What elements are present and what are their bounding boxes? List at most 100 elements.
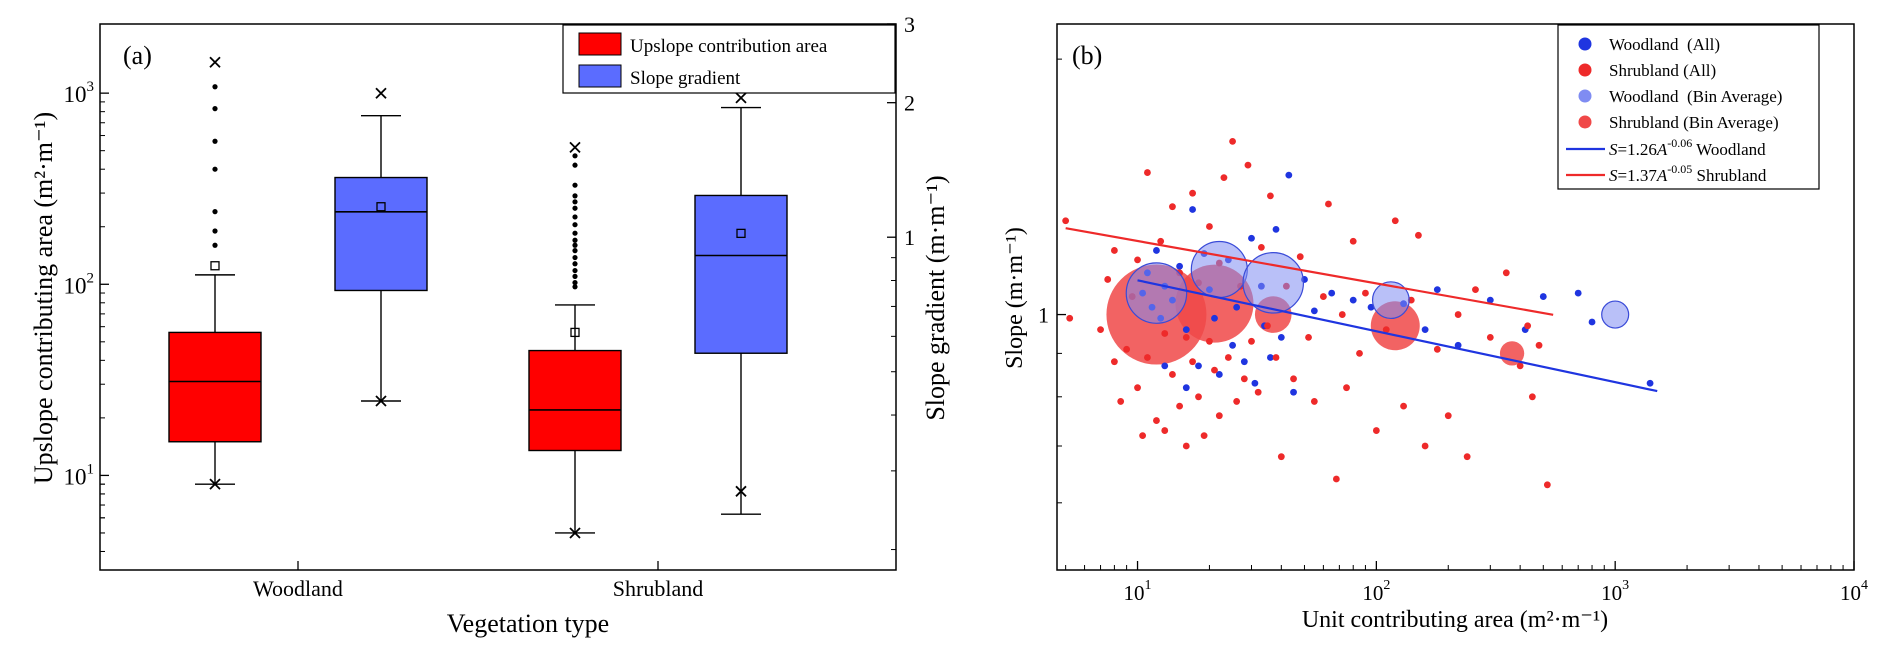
- outlier-point-shrubland-area: [572, 248, 578, 254]
- point-shrubland: [1110, 247, 1118, 254]
- point-shrubland: [1182, 333, 1190, 341]
- x-tick-label-b-3: 104: [1840, 578, 1868, 605]
- point-woodland: [1182, 384, 1190, 392]
- point-shrubland: [1372, 427, 1380, 434]
- fit-line-shrubland: [1065, 227, 1554, 316]
- point-shrubland: [1349, 237, 1357, 245]
- outlier-point-shrubland-area: [572, 284, 578, 290]
- point-woodland: [1349, 296, 1357, 304]
- point-shrubland: [1189, 358, 1196, 366]
- point-shrubland: [1233, 398, 1241, 405]
- point-shrubland: [1224, 354, 1232, 361]
- bin-average-woodland: [1601, 300, 1630, 329]
- point-shrubland: [1144, 354, 1151, 361]
- point-shrubland: [1200, 432, 1208, 440]
- legend-box-b: [1557, 24, 1820, 190]
- max-marker-woodland-area: [209, 56, 221, 68]
- outlier-point-shrubland-area: [572, 205, 578, 211]
- y-axis-label-right-a: Slope gradient (m·m⁻¹): [921, 175, 950, 420]
- y-tick-label-left-0: 101: [64, 461, 95, 489]
- point-woodland: [1189, 206, 1196, 213]
- point-shrubland: [1277, 453, 1285, 461]
- point-shrubland: [1066, 314, 1074, 322]
- point-shrubland: [1182, 442, 1190, 450]
- point-shrubland: [1400, 402, 1407, 410]
- y-tick-label-left-1: 102: [64, 270, 95, 298]
- outlier-point-shrubland-area: [572, 199, 578, 205]
- outlier-point-shrubland-area: [572, 267, 578, 274]
- point-shrubland: [1362, 289, 1369, 297]
- point-woodland: [1182, 326, 1190, 334]
- mean-marker-woodland-area: [210, 261, 220, 271]
- point-shrubland: [1161, 330, 1169, 337]
- panel-a: (a) 101 102 103 1 2 3 Woodland Shrubland Vegeta…: [29, 12, 950, 638]
- point-shrubland: [1502, 269, 1510, 277]
- point-shrubland: [1189, 189, 1196, 197]
- legend-fit-woodland-var-s: S: [1609, 140, 1618, 159]
- min-marker-woodland-area: [209, 478, 221, 490]
- x-axis-label-a: Vegetation type: [447, 609, 609, 638]
- point-woodland: [1454, 341, 1462, 349]
- bin-average-woodland: [1190, 240, 1248, 299]
- point-shrubland: [1157, 237, 1165, 245]
- point-shrubland: [1097, 326, 1104, 334]
- outlier-point-shrubland-area: [572, 222, 578, 228]
- mean-marker-shrubland-area: [570, 327, 580, 338]
- outlier-point-shrubland-area: [572, 273, 578, 279]
- point-shrubland: [1543, 481, 1551, 489]
- point-woodland: [1195, 362, 1202, 370]
- point-shrubland: [1264, 322, 1271, 330]
- scatter-layer: [1062, 137, 1658, 489]
- panel-label-b: (b): [1072, 41, 1102, 70]
- outlier-point-shrubland-area: [572, 237, 578, 243]
- outlier-point-shrubland-area: [572, 280, 578, 286]
- outlier-point-shrubland-area: [572, 242, 578, 248]
- point-woodland: [1277, 333, 1285, 341]
- point-shrubland: [1211, 366, 1218, 374]
- legend-a: Upslope contribution area Slope gradient: [562, 24, 896, 94]
- legend-label-shrubland-all: Shrubland (All): [1609, 61, 1716, 80]
- point-shrubland: [1117, 398, 1125, 405]
- point-shrubland: [1343, 384, 1350, 392]
- mean-marker-woodland-slope: [376, 202, 386, 212]
- point-shrubland: [1257, 243, 1265, 251]
- legend-fit-woodland-var-a: A: [1656, 140, 1668, 159]
- point-woodland: [1646, 379, 1654, 387]
- point-woodland: [1433, 286, 1441, 294]
- point-shrubland: [1229, 137, 1236, 145]
- outlier-point-shrubland-area: [572, 182, 578, 188]
- panel-label-a: (a): [123, 41, 152, 70]
- point-shrubland: [1486, 333, 1494, 341]
- max-marker-woodland-slope: [375, 87, 387, 99]
- point-shrubland: [1524, 322, 1532, 330]
- legend-marker-woodland-all: [1578, 37, 1592, 51]
- y-tick-label-right-2: 3: [904, 12, 915, 37]
- point-woodland: [1233, 303, 1241, 311]
- point-shrubland: [1356, 349, 1363, 357]
- point-shrubland: [1528, 393, 1536, 401]
- point-shrubland: [1153, 417, 1160, 424]
- point-shrubland: [1134, 256, 1141, 264]
- point-woodland: [1310, 307, 1318, 315]
- outlier-point-shrubland-area: [572, 153, 578, 159]
- point-shrubland: [1161, 427, 1169, 434]
- plot-frame-b: [1056, 23, 1855, 571]
- legend-fit-shrubland-exp: -0.05: [1667, 162, 1692, 176]
- legend-fit-woodland-coef: =1.26: [1618, 140, 1657, 159]
- point-shrubland: [1305, 333, 1312, 341]
- point-shrubland: [1144, 169, 1151, 176]
- mean-marker-shrubland-slope: [736, 228, 746, 239]
- point-shrubland: [1463, 453, 1471, 461]
- outlier-point-woodland-area: [212, 166, 218, 172]
- x-tick-label-b-1: 102: [1362, 578, 1390, 605]
- point-shrubland: [1472, 286, 1479, 294]
- legend-fit-shrubland-coef: =1.37: [1618, 166, 1658, 185]
- box-woodland-slope: [334, 176, 428, 292]
- point-shrubland: [1421, 442, 1429, 450]
- point-shrubland: [1415, 231, 1422, 239]
- outlier-point-woodland-area: [212, 242, 218, 248]
- outlier-point-shrubland-area: [572, 214, 578, 220]
- point-shrubland: [1195, 393, 1202, 401]
- point-shrubland: [1332, 475, 1340, 483]
